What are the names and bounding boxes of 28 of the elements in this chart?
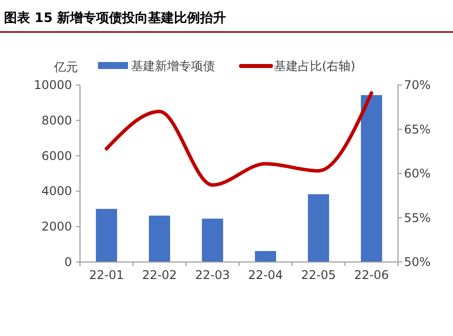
y-tick-label: 8000 bbox=[41, 113, 72, 128]
bar bbox=[202, 218, 224, 262]
y-axis-title: 亿元 bbox=[53, 60, 78, 74]
y-tick-label: 0 bbox=[64, 255, 72, 269]
y-tick-label: 2000 bbox=[41, 220, 72, 234]
x-tick-label: 22-05 bbox=[301, 268, 336, 282]
bar bbox=[254, 251, 276, 262]
line-series bbox=[104, 91, 374, 187]
x-tick-label: 22-01 bbox=[89, 268, 124, 282]
bar bbox=[360, 95, 382, 262]
x-tick-label: 22-04 bbox=[248, 268, 283, 282]
x-tick-label: 22-06 bbox=[354, 268, 389, 282]
y-tick-label: 6000 bbox=[41, 148, 72, 163]
bar bbox=[96, 208, 118, 262]
legend-label: 基建新增专项债 bbox=[131, 59, 215, 73]
y-tick-label: 4000 bbox=[41, 184, 72, 198]
y-tick-label: 10000 bbox=[34, 78, 72, 92]
x-tick-label: 22-02 bbox=[142, 268, 177, 282]
y2-tick-label: 65% bbox=[404, 122, 431, 136]
legend-label: 基建占比(右轴) bbox=[274, 59, 356, 73]
y2-tick-label: 70% bbox=[404, 78, 431, 92]
y2-tick-label: 60% bbox=[404, 166, 431, 180]
chart-title: 图表 15 新增专项债投向基建比例抬升 bbox=[4, 10, 226, 26]
bar bbox=[308, 194, 330, 262]
x-tick-label: 22-03 bbox=[195, 268, 230, 282]
y2-tick-label: 55% bbox=[404, 210, 431, 225]
bar bbox=[148, 216, 170, 262]
y2-tick-label: 50% bbox=[404, 255, 431, 269]
